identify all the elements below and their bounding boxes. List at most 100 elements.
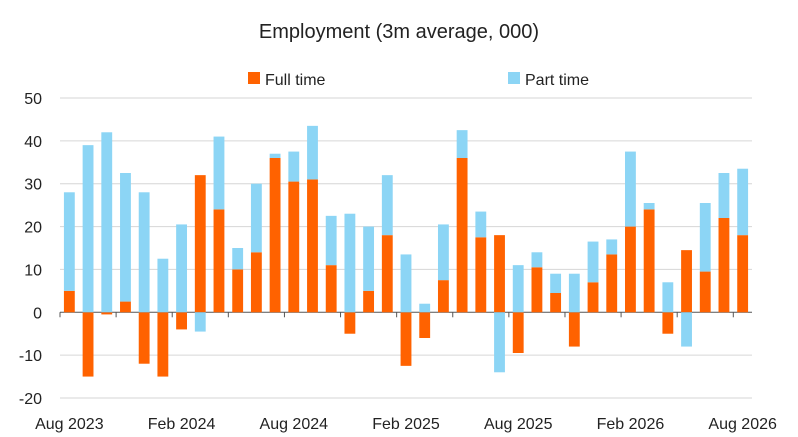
bar-part-time — [213, 136, 225, 210]
bar-full-time — [437, 280, 449, 313]
bar-part-time — [625, 151, 636, 227]
bar-part-time — [419, 303, 431, 313]
bar-part-time — [606, 239, 618, 255]
legend: Full time Part time — [248, 72, 589, 89]
bar-full-time — [587, 282, 599, 313]
bar-part-time — [737, 168, 749, 236]
bar-full-time — [363, 290, 375, 313]
bar-part-time — [475, 211, 487, 238]
bar-part-time — [250, 183, 262, 253]
bar-full-time — [138, 312, 150, 364]
x-tick-label: Feb 2024 — [148, 416, 216, 433]
bar-part-time — [82, 145, 94, 313]
bar-part-time — [176, 224, 187, 313]
bar-part-time — [138, 192, 150, 313]
bar-part-time — [307, 125, 318, 180]
bar-full-time — [120, 301, 131, 313]
bar-part-time — [325, 215, 337, 266]
bar-full-time — [269, 158, 281, 313]
y-tick-label: -20 — [19, 391, 42, 408]
bar-part-time — [363, 226, 375, 291]
bar-part-time — [456, 130, 468, 158]
x-tick-label: Aug 2024 — [260, 416, 329, 433]
bar-full-time — [400, 312, 412, 366]
bar-full-time — [325, 265, 337, 313]
bar-part-time — [288, 151, 300, 182]
bar-full-time — [82, 312, 94, 377]
bar-part-time — [381, 175, 393, 236]
legend-swatch-full-time — [248, 72, 260, 84]
bar-part-time — [400, 254, 412, 313]
bar-full-time — [606, 254, 618, 313]
bar-full-time — [512, 312, 524, 353]
chart-title: Employment (3m average, 000) — [259, 21, 539, 43]
bar-part-time — [643, 203, 655, 210]
bar-part-time — [531, 252, 543, 268]
bar-full-time — [494, 235, 505, 313]
bar-full-time — [232, 269, 244, 313]
x-tick-label: Feb 2025 — [372, 416, 440, 433]
bar-full-time — [63, 290, 75, 313]
bar-part-time — [681, 312, 692, 347]
bar-full-time — [681, 250, 692, 313]
y-tick-label: 30 — [24, 177, 42, 194]
y-axis-tick-labels: -20 -10 0 10 20 30 40 50 — [19, 91, 42, 408]
bar-part-time — [232, 248, 244, 270]
y-tick-label: -10 — [19, 348, 42, 365]
bar-full-time — [550, 293, 562, 313]
bar-part-time — [63, 192, 75, 291]
bar-part-time — [718, 173, 730, 218]
legend-swatch-part-time — [508, 72, 520, 84]
bar-part-time — [662, 282, 674, 313]
bar-part-time — [120, 173, 131, 302]
bar-part-time — [699, 203, 711, 272]
x-axis-ticks — [59, 312, 734, 318]
y-tick-label: 50 — [24, 91, 42, 108]
bar-full-time — [344, 312, 356, 334]
bar-full-time — [101, 312, 113, 315]
bar-full-time — [475, 237, 487, 313]
bar-full-time — [718, 218, 730, 313]
y-tick-label: 40 — [24, 134, 42, 151]
bar-full-time — [213, 209, 225, 313]
bar-full-time — [250, 252, 262, 313]
bar-part-time — [101, 132, 113, 313]
bars — [63, 125, 749, 377]
x-tick-label: Aug 2023 — [35, 416, 104, 433]
x-tick-label: Feb 2026 — [597, 416, 665, 433]
bar-full-time — [419, 312, 431, 338]
bar-full-time — [381, 235, 393, 313]
bar-part-time — [587, 241, 599, 283]
bar-full-time — [568, 312, 580, 347]
bar-full-time — [176, 312, 187, 330]
bar-full-time — [737, 235, 749, 313]
bar-part-time — [344, 213, 356, 313]
bar-full-time — [157, 312, 169, 377]
bar-full-time — [531, 267, 543, 313]
bar-full-time — [662, 312, 674, 334]
bar-part-time — [157, 258, 169, 313]
bar-full-time — [456, 158, 468, 313]
bar-part-time — [494, 312, 505, 373]
bar-full-time — [643, 209, 655, 313]
legend-label-full-time: Full time — [265, 72, 326, 89]
y-tick-label: 10 — [24, 262, 42, 279]
x-axis-tick-labels: Aug 2023 Feb 2024 Aug 2024 Feb 2025 Aug 2025… — [35, 416, 777, 433]
bar-part-time — [437, 224, 449, 281]
bar-full-time — [307, 179, 318, 313]
bar-part-time — [568, 273, 580, 313]
bar-full-time — [288, 181, 300, 313]
bar-part-time — [550, 273, 562, 293]
bar-full-time — [194, 175, 206, 313]
bar-full-time — [625, 226, 636, 313]
bar-part-time — [269, 153, 281, 158]
x-tick-label: Aug 2026 — [708, 416, 777, 433]
bar-part-time — [512, 265, 524, 313]
y-tick-label: 0 — [33, 305, 42, 322]
legend-label-part-time: Part time — [525, 72, 589, 89]
x-tick-label: Aug 2025 — [484, 416, 553, 433]
y-tick-label: 20 — [24, 220, 42, 237]
bar-full-time — [699, 271, 711, 313]
bar-part-time — [194, 312, 206, 332]
